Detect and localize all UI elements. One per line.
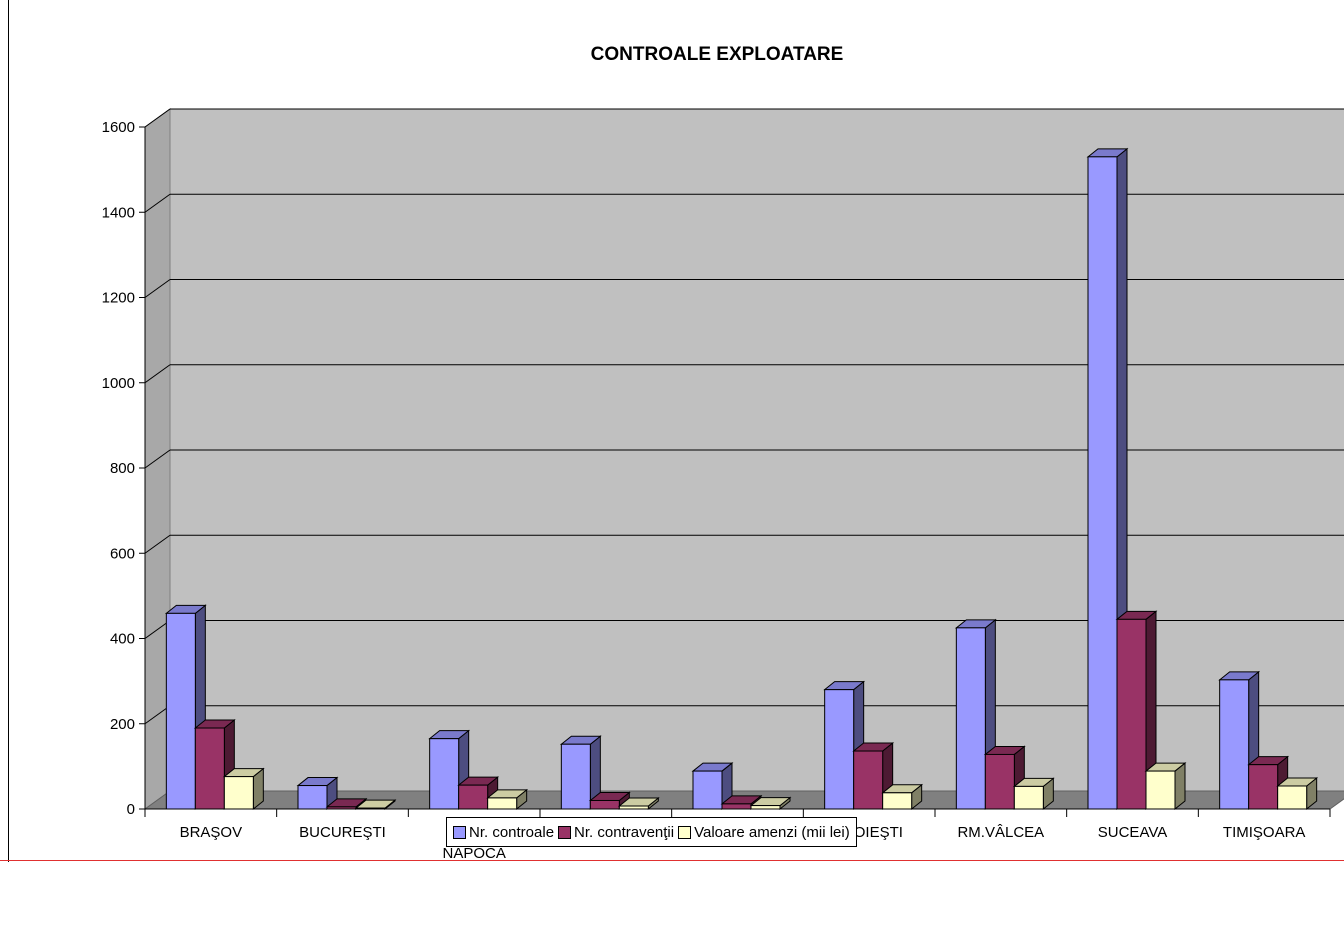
gridline-side (144, 108, 171, 128)
bar-front (1248, 764, 1279, 810)
bar (1144, 762, 1187, 811)
bar-front (297, 785, 328, 810)
gridline-side (144, 279, 171, 298)
bar (852, 741, 895, 811)
legend-swatch (453, 825, 466, 839)
bar-front (355, 807, 386, 810)
gridline-side (144, 364, 171, 384)
x-tick-label: SUCEAVA (1098, 824, 1167, 841)
chart-legend: Nr. controale Nr. contravenţii Valoare ame… (446, 817, 857, 847)
y-tick-label: 1000 (102, 375, 135, 392)
y-tick-label: 0 (127, 801, 135, 818)
bar-front (223, 776, 254, 810)
bar-front (721, 803, 752, 810)
bar-front (692, 770, 723, 810)
legend-item: Nr. controale (453, 824, 554, 841)
x-tick-label: TIMIŞOARA (1223, 824, 1306, 841)
x-tick-label: RM.VÂLCEA (957, 824, 1044, 841)
bar-front (1013, 785, 1044, 810)
bar (749, 796, 792, 811)
bar-front (824, 689, 855, 810)
x-tick-label: NAPOCA (442, 845, 505, 862)
bar-front (1277, 785, 1308, 810)
bar-front (487, 797, 518, 810)
x-tick-label: BRAŞOV (180, 824, 243, 841)
bar (296, 776, 339, 811)
bar-front (165, 612, 196, 810)
y-tick-label: 800 (110, 460, 135, 477)
legend-swatch (558, 825, 572, 839)
gridline-side (144, 193, 171, 213)
bar (881, 783, 924, 811)
bar-front (984, 753, 1015, 810)
y-tick-label: 1400 (102, 204, 135, 221)
bar (617, 796, 660, 811)
bar-front (1116, 618, 1147, 810)
bar (1276, 776, 1319, 811)
legend-label: Valoare amenzi (mii lei) (694, 823, 850, 841)
y-tick-label: 1600 (102, 119, 135, 136)
page-left-border (8, 0, 9, 862)
bar (457, 776, 500, 811)
y-tick-label: 600 (110, 545, 135, 562)
legend-label: Nr. contravenţii (574, 823, 675, 841)
bar-front (1219, 679, 1250, 810)
page-bottom-rule (0, 860, 1344, 861)
bar (954, 618, 997, 811)
bar-front (194, 727, 225, 810)
bar (486, 788, 529, 811)
y-tick-label: 200 (110, 716, 135, 733)
bar-front (1145, 770, 1176, 810)
bar (222, 767, 265, 811)
bar-front (326, 806, 357, 810)
bar-front (882, 792, 913, 810)
x-tick-label: BUCUREŞTI (299, 824, 386, 841)
legend-label: Nr. controale (469, 823, 555, 841)
y-tick-label: 400 (110, 631, 135, 648)
gridline-side (144, 534, 171, 554)
bar-front (1087, 156, 1118, 810)
y-tick-label: 1200 (102, 290, 135, 307)
bar-front (429, 738, 460, 810)
bar (1115, 610, 1158, 811)
bar (691, 762, 734, 811)
legend-item: Valoare amenzi (mii lei) (678, 824, 850, 841)
bar-front (955, 627, 986, 810)
bar-front (618, 805, 649, 810)
bar (354, 799, 397, 811)
legend-swatch (678, 825, 692, 839)
bar (325, 797, 368, 811)
bar (1012, 777, 1055, 811)
chart-title: CONTROALE EXPLOATARE (590, 44, 844, 65)
bar (559, 735, 602, 811)
bar-front (560, 743, 591, 810)
gridline-side (144, 449, 171, 469)
bar-front (853, 750, 884, 810)
bar-front (589, 799, 620, 810)
bar-front (458, 784, 489, 810)
bar-front (750, 805, 781, 810)
legend-item: Nr. contravenţii (558, 824, 674, 841)
